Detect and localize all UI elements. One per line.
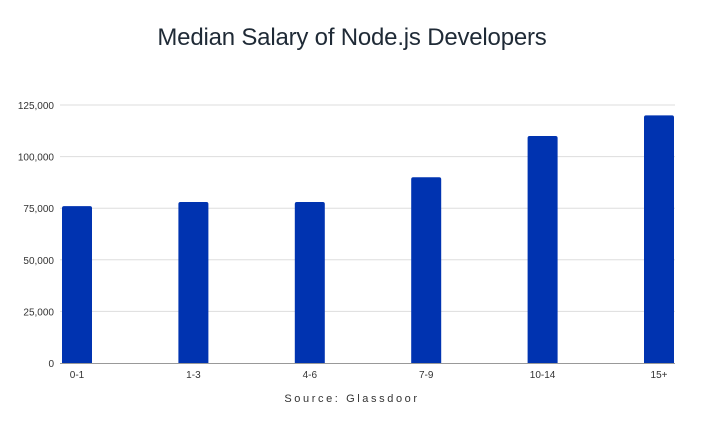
y-tick-label: 100,000 [18, 153, 55, 164]
bar-15+ [644, 115, 674, 363]
x-tick-label: 0-1 [70, 370, 85, 381]
y-tick-label: 0 [48, 359, 54, 370]
bar-1-3 [178, 202, 209, 363]
y-tick-label: 75,000 [23, 204, 54, 215]
x-tick-label: 7-9 [419, 370, 434, 381]
bar-7-9 [411, 177, 442, 363]
bar-0-1 [62, 206, 92, 363]
bar-4-6 [294, 202, 325, 363]
source-note: Source: Glassdoor [284, 393, 420, 405]
y-tick-label: 50,000 [23, 256, 54, 267]
x-tick-label: 4-6 [303, 370, 318, 381]
x-tick-label: 1-3 [186, 370, 201, 381]
x-tick-label: 15+ [651, 370, 668, 381]
chart-title: Median Salary of Node.js Developers [157, 24, 547, 51]
y-tick-label: 25,000 [23, 307, 54, 318]
y-tick-label: 125,000 [18, 101, 55, 112]
bar-10-14 [527, 135, 558, 363]
x-tick-label: 10-14 [530, 370, 556, 381]
